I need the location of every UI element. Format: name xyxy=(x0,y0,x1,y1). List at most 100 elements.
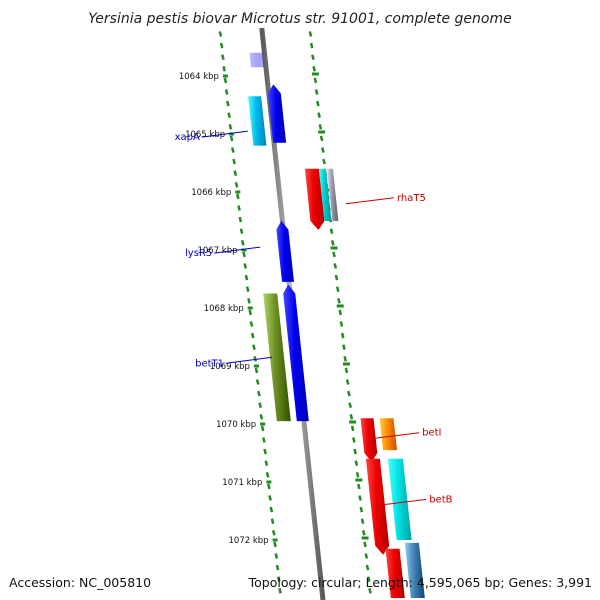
right-tick-dash xyxy=(366,576,371,582)
right-tick-dash xyxy=(358,495,362,501)
gene-feature-xapA-a[interactable] xyxy=(248,96,267,146)
gene-feature-rhaT5-c[interactable] xyxy=(326,168,339,221)
left-tick-dash xyxy=(270,518,275,524)
gene-feature-next-a[interactable] xyxy=(385,548,405,598)
left-tick-dash xyxy=(239,228,244,234)
left-tick-dash xyxy=(265,472,270,478)
right-tick-dash xyxy=(335,286,340,292)
left-tick-dash xyxy=(232,158,236,165)
tick-label: 1067 kbp xyxy=(197,246,237,256)
gene-label-betB[interactable]: betB xyxy=(429,494,452,505)
gene-feature-xapA-b[interactable] xyxy=(267,84,287,143)
right-tick-dash xyxy=(318,124,323,130)
left-tick-dash xyxy=(228,124,233,130)
tick-label: 1070 kbp xyxy=(216,420,256,430)
gene-feature-betI-b[interactable] xyxy=(379,418,398,451)
left-tick-dash xyxy=(258,402,262,408)
gene-feature-rhaT5-a[interactable] xyxy=(304,168,325,230)
left-tick-dash xyxy=(237,205,241,211)
left-tick-dash xyxy=(227,112,231,118)
left-tick-dash xyxy=(268,495,272,501)
label-leader-line xyxy=(214,246,261,254)
tick-label: 1065 kbp xyxy=(185,130,225,140)
left-tick-dash xyxy=(250,332,255,339)
gene-feature-lysR5[interactable] xyxy=(276,220,294,282)
gene-feature-betT1-a[interactable] xyxy=(263,293,291,422)
right-tick-dash xyxy=(308,31,313,37)
right-tick-dash xyxy=(313,77,318,84)
right-tick-dash xyxy=(340,332,345,339)
right-tick-dash xyxy=(337,298,341,304)
right-tick-dash xyxy=(368,588,372,594)
left-tick-dash xyxy=(252,344,256,350)
left-tick-dash xyxy=(276,576,281,582)
tick-label: 1068 kbp xyxy=(204,304,244,314)
left-tick-dash xyxy=(259,414,264,420)
right-tick-dash xyxy=(360,518,365,524)
gene-feature-next-b[interactable] xyxy=(404,542,425,598)
left-tick-dash xyxy=(278,588,282,594)
gene-feature-betI-a[interactable] xyxy=(360,418,378,462)
right-tick-dash xyxy=(319,135,324,142)
left-tick-dash xyxy=(275,564,280,571)
right-tick-dash xyxy=(330,240,335,246)
left-tick-dash xyxy=(245,286,250,292)
gene-feature-rhaT5-b[interactable] xyxy=(318,168,332,221)
right-tick-dash xyxy=(316,100,320,107)
right-tick-dash xyxy=(342,344,346,350)
right-tick-dash xyxy=(321,147,325,153)
left-tick-dash xyxy=(233,170,238,176)
left-tick-dash xyxy=(221,54,225,60)
right-tick-dash xyxy=(312,66,316,72)
left-tick-dash xyxy=(244,274,249,281)
right-tick-dash xyxy=(363,541,367,548)
right-tick-dash xyxy=(343,356,347,362)
gene-label-xapA[interactable]: xapA xyxy=(175,132,200,143)
left-tick-dash xyxy=(264,460,269,466)
tick-label: 1064 kbp xyxy=(179,72,219,82)
gene-label-lysR5[interactable]: lysR5 xyxy=(185,248,212,259)
right-tick-dash xyxy=(309,42,314,49)
summary-text: Topology: circular; Length: 4,595,065 bp… xyxy=(248,575,592,590)
gene-label-betT1[interactable]: betT1 xyxy=(195,358,224,369)
right-tick-dash xyxy=(334,274,339,281)
label-leader-line xyxy=(225,356,273,364)
right-tick-dash xyxy=(354,460,359,466)
tick-labels: 1064 kbp 1065 kbp 1066 kbp 1067 kbp 1068 kbp… xyxy=(179,72,369,546)
gene-label-betI[interactable]: betI xyxy=(422,428,441,439)
gene-feature-betB-a[interactable] xyxy=(365,458,390,555)
label-leader-line xyxy=(345,197,395,205)
left-tick-dash xyxy=(223,77,228,84)
left-tick-dash xyxy=(235,193,240,200)
label-leader-line xyxy=(378,498,427,506)
gene-feature-top-blue[interactable] xyxy=(249,52,264,68)
left-tick-dash xyxy=(229,135,234,142)
tick-label: 1069 kbp xyxy=(210,362,250,372)
left-tick-dash xyxy=(219,42,224,49)
left-tick-dash xyxy=(263,448,267,455)
left-tick-dash xyxy=(231,147,235,153)
left-tick-dash xyxy=(222,66,226,72)
left-tick-dash xyxy=(260,425,265,432)
left-tick-dash xyxy=(240,240,245,246)
left-tick-dash xyxy=(267,483,271,490)
left-tick-dash xyxy=(249,321,254,327)
gene-feature-betB-b[interactable] xyxy=(387,458,412,540)
gene-label-rhaT5[interactable]: rhaT5 xyxy=(397,193,426,204)
left-tick-dash xyxy=(247,298,251,304)
left-tick-dash xyxy=(255,379,260,385)
left-tick-dash xyxy=(257,390,261,397)
right-tick-dash xyxy=(361,530,366,536)
right-tick-dash xyxy=(317,112,321,118)
label-leader-line xyxy=(201,130,248,138)
right-tick-dash xyxy=(344,367,349,374)
right-tick-dash xyxy=(349,414,354,420)
left-tick-dash xyxy=(254,367,259,374)
gene-feature-betT1-b[interactable] xyxy=(283,284,309,422)
right-tick-dash xyxy=(350,425,355,432)
right-tick-dash xyxy=(339,321,344,327)
right-tick-track xyxy=(308,31,372,594)
right-tick-dash xyxy=(332,251,336,258)
left-tick-track xyxy=(218,31,282,594)
